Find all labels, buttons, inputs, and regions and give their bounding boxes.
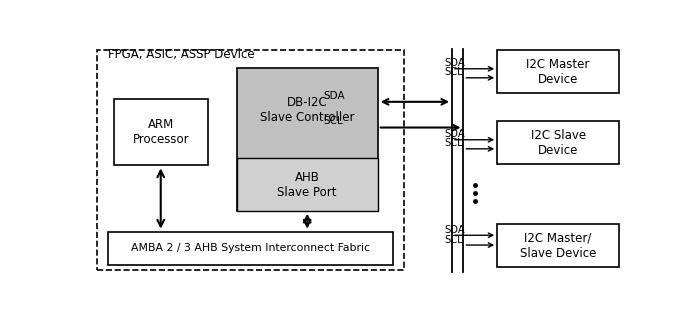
Text: SCL: SCL [444, 235, 463, 245]
Text: DB-I2C
Slave Controller: DB-I2C Slave Controller [260, 96, 354, 124]
Text: I2C Slave
Device: I2C Slave Device [531, 129, 586, 157]
Text: SDA: SDA [444, 129, 466, 139]
Text: SDA: SDA [444, 225, 466, 235]
Text: SCL: SCL [444, 138, 463, 149]
Bar [113, 99, 209, 165]
Bar [108, 232, 393, 265]
Text: SDA: SDA [444, 59, 466, 68]
Text: SCL: SCL [323, 116, 343, 127]
Bar [497, 224, 619, 267]
Bar [497, 50, 619, 93]
Text: I2C Master/
Slave Device: I2C Master/ Slave Device [520, 232, 596, 260]
Bar [97, 50, 404, 270]
Text: I2C Master
Device: I2C Master Device [526, 58, 590, 86]
Text: SDA: SDA [323, 91, 345, 101]
Bar [497, 121, 619, 164]
Text: SCL: SCL [444, 67, 463, 78]
Bar [237, 158, 378, 211]
Text: ARM
Processor: ARM Processor [133, 118, 189, 146]
Text: FPGA, ASIC, ASSP Device: FPGA, ASIC, ASSP Device [108, 48, 255, 61]
Bar [237, 67, 378, 211]
Text: AMBA 2 / 3 AHB System Interconnect Fabric: AMBA 2 / 3 AHB System Interconnect Fabri… [131, 243, 370, 253]
Text: AHB
Slave Port: AHB Slave Port [277, 171, 337, 199]
